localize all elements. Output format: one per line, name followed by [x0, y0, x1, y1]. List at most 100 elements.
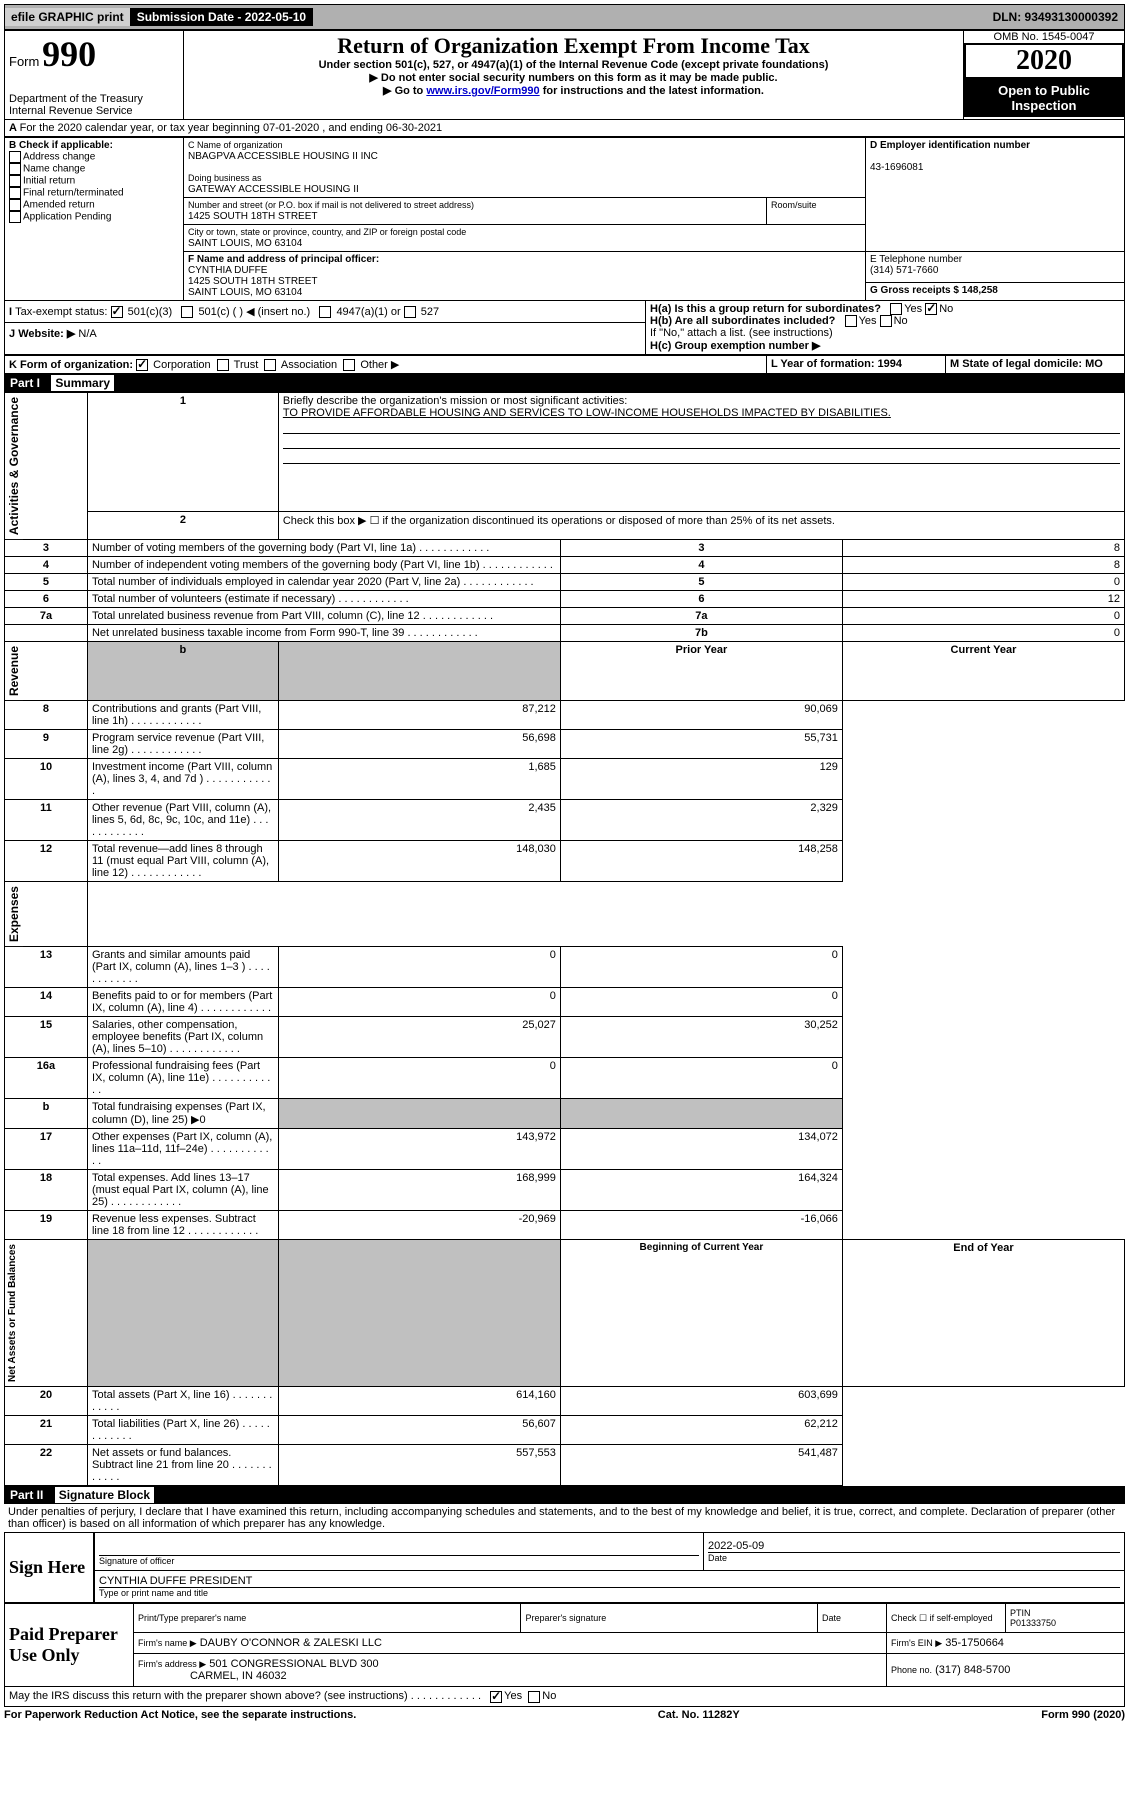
submission-date: Submission Date - 2022-05-10 — [131, 8, 313, 26]
table-row: 17Other expenses (Part IX, column (A), l… — [5, 1129, 1125, 1170]
table-row: 8Contributions and grants (Part VIII, li… — [5, 701, 1125, 730]
cb-4947[interactable] — [319, 306, 331, 318]
firm-phone-label: Phone no. — [891, 1665, 932, 1675]
prep-selfemp: Check ☐ if self-employed — [887, 1604, 1006, 1633]
org-name: NBAGPVA ACCESSIBLE HOUSING II INC — [188, 151, 378, 162]
discuss-question: May the IRS discuss this return with the… — [9, 1690, 408, 1702]
part1-header: Part I Summary — [4, 374, 1125, 392]
dept-treasury: Department of the Treasury Internal Reve… — [9, 93, 179, 117]
k-trust: Trust — [234, 359, 259, 371]
ha-no: No — [939, 303, 953, 315]
prep-name-label: Print/Type preparer's name — [134, 1604, 521, 1633]
table-row: 20Total assets (Part X, line 16)614,1606… — [5, 1387, 1125, 1416]
cb-501c3[interactable] — [111, 306, 123, 318]
cb-527[interactable] — [404, 306, 416, 318]
vlabel-gov: Activities & Governance — [5, 393, 23, 539]
hb-no: No — [894, 315, 908, 327]
ha-label: H(a) Is this a group return for subordin… — [650, 303, 881, 315]
line-j-label: Website: ▶ — [18, 328, 75, 340]
table-row: 6Total number of volunteers (estimate if… — [5, 591, 1125, 608]
cb-final[interactable] — [9, 187, 21, 199]
omb-number: OMB No. 1545-0047 — [964, 31, 1124, 43]
klm-block: K Form of organization: Corporation Trus… — [4, 355, 1125, 374]
ssn-warning: ▶ Do not enter social security numbers o… — [188, 71, 959, 84]
hb-label: H(b) Are all subordinates included? — [650, 315, 835, 327]
firm-phone: (317) 848-5700 — [935, 1664, 1010, 1676]
sign-here-label: Sign Here — [9, 1557, 89, 1578]
cb-hb-no[interactable] — [880, 315, 892, 327]
street-label: Number and street (or P.O. box if mail i… — [188, 200, 474, 210]
line-a: For the 2020 calendar year, or tax year … — [20, 122, 443, 134]
cb-ha-no[interactable] — [925, 303, 937, 315]
prep-date-label: Date — [818, 1604, 887, 1633]
officer-print-name: CYNTHIA DUFFE PRESIDENT — [99, 1575, 1120, 1587]
line-m: M State of legal domicile: MO — [950, 358, 1103, 370]
cb-corp[interactable] — [136, 359, 148, 371]
cb-assoc[interactable] — [264, 359, 276, 371]
part2-title: Signature Block — [55, 1487, 154, 1503]
cb-discuss-no[interactable] — [528, 1691, 540, 1703]
form-title: Return of Organization Exempt From Incom… — [188, 33, 959, 59]
vlabel-net: Net Assets or Fund Balances — [5, 1240, 20, 1386]
form-prefix: Form — [9, 54, 39, 69]
line-i-label: Tax-exempt status: — [15, 306, 107, 318]
vlabel-rev: Revenue — [5, 642, 23, 700]
discuss-no: No — [542, 1690, 556, 1702]
firm-ein: 35-1750664 — [945, 1637, 1004, 1649]
cb-name-change[interactable] — [9, 163, 21, 175]
officer-name: CYNTHIA DUFFE — [188, 265, 267, 276]
sig-date-value: 2022-05-09 — [708, 1540, 1120, 1552]
k-other: Other ▶ — [360, 359, 399, 371]
hc-label: H(c) Group exemption number ▶ — [650, 340, 820, 352]
instr-prefix: ▶ Go to — [383, 85, 426, 97]
cb-initial[interactable] — [9, 175, 21, 187]
instructions-link-line: ▶ Go to www.irs.gov/Form990 for instruct… — [188, 84, 959, 97]
cb-other[interactable] — [343, 359, 355, 371]
cb-trust[interactable] — [217, 359, 229, 371]
box-f-label: F Name and address of principal officer: — [188, 254, 379, 265]
cb-address-change[interactable] — [9, 151, 21, 163]
irs-link[interactable]: www.irs.gov/Form990 — [426, 85, 539, 97]
table-row: 14Benefits paid to or for members (Part … — [5, 988, 1125, 1017]
l1-label: Briefly describe the organization's miss… — [283, 395, 627, 407]
paid-label: Paid Preparer Use Only — [9, 1624, 129, 1666]
ha-yes: Yes — [904, 303, 922, 315]
opt-name: Name change — [23, 164, 85, 175]
top-bar: efile GRAPHIC print Submission Date - 20… — [4, 4, 1125, 30]
form-subtitle: Under section 501(c), 527, or 4947(a)(1)… — [188, 59, 959, 71]
part2-header: Part II Signature Block — [4, 1486, 1125, 1504]
city-label: City or town, state or province, country… — [188, 227, 466, 237]
cb-501c[interactable] — [181, 306, 193, 318]
page-footer: For Paperwork Reduction Act Notice, see … — [4, 1707, 1125, 1723]
cb-discuss-yes[interactable] — [490, 1691, 502, 1703]
efile-label[interactable]: efile GRAPHIC print — [5, 8, 131, 26]
hb-yes: Yes — [859, 315, 877, 327]
part2-declaration: Under penalties of perjury, I declare th… — [4, 1504, 1125, 1532]
table-row: 13Grants and similar amounts paid (Part … — [5, 947, 1125, 988]
table-row: 4Number of independent voting members of… — [5, 557, 1125, 574]
table-row: 22Net assets or fund balances. Subtract … — [5, 1445, 1125, 1486]
open-to-public: Open to Public Inspection — [964, 79, 1124, 117]
city-value: SAINT LOUIS, MO 63104 — [188, 238, 302, 249]
cb-hb-yes[interactable] — [845, 315, 857, 327]
sig-officer-label: Signature of officer — [99, 1555, 699, 1566]
table-row: 12Total revenue—add lines 8 through 11 (… — [5, 841, 1125, 882]
firm-addr1: 501 CONGRESSIONAL BLVD 300 — [209, 1658, 378, 1670]
part1-title: Summary — [51, 375, 114, 391]
firm-name-label: Firm's name ▶ — [138, 1638, 197, 1648]
dba-value: GATEWAY ACCESSIBLE HOUSING II — [188, 184, 359, 195]
line-k-label: K Form of organization: — [9, 359, 133, 371]
cb-ha-yes[interactable] — [890, 303, 902, 315]
website-value: N/A — [78, 328, 96, 340]
header-table: Form 990 Department of the Treasury Inte… — [4, 30, 1125, 120]
entity-block: B Check if applicable: Address change Na… — [4, 137, 1125, 301]
prep-sig-label: Preparer's signature — [521, 1604, 818, 1633]
street-value: 1425 SOUTH 18TH STREET — [188, 211, 317, 222]
cb-amended[interactable] — [9, 199, 21, 211]
l2-text: Check this box ▶ ☐ if the organization d… — [278, 511, 1124, 540]
part2-num: Part II — [10, 1488, 43, 1502]
print-name-label: Type or print name and title — [99, 1587, 1120, 1598]
table-row: 16aProfessional fundraising fees (Part I… — [5, 1058, 1125, 1099]
hdr-curr: Current Year — [951, 644, 1017, 656]
cb-pending[interactable] — [9, 211, 21, 223]
